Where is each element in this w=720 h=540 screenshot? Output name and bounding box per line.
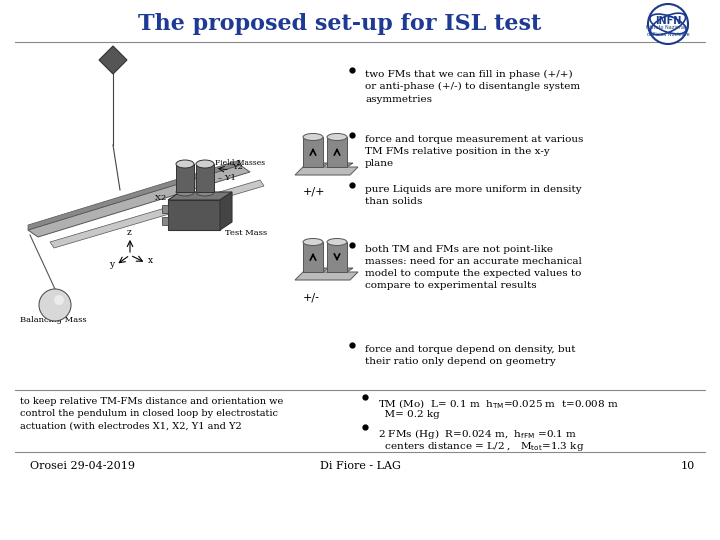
Circle shape (648, 4, 688, 44)
Ellipse shape (303, 133, 323, 140)
Text: 2 FMs (Hg)  R=0.024 m,  h$_{\rm fFM}$ =0.1 m: 2 FMs (Hg) R=0.024 m, h$_{\rm fFM}$ =0.1… (378, 427, 577, 441)
Polygon shape (220, 192, 232, 230)
Ellipse shape (176, 160, 194, 168)
Text: force and torque depend on density, but
their ratio only depend on geometry: force and torque depend on density, but … (365, 345, 575, 366)
Polygon shape (303, 137, 323, 167)
Text: centers distance = L/2 ,   M$_{\rm tot}$=1.3 kg: centers distance = L/2 , M$_{\rm tot}$=1… (378, 440, 585, 453)
Ellipse shape (327, 239, 347, 246)
Polygon shape (162, 205, 168, 213)
Polygon shape (28, 160, 240, 230)
Text: X1: X1 (183, 220, 194, 228)
Polygon shape (28, 165, 250, 237)
Text: force and torque measurement at various
TM FMs relative position in the x-y
plan: force and torque measurement at various … (365, 135, 583, 168)
Text: The proposed set-up for ISL test: The proposed set-up for ISL test (138, 13, 541, 35)
Polygon shape (295, 272, 358, 280)
Ellipse shape (303, 239, 323, 246)
Text: Istituto Nazionale
di Fisica Nucleare: Istituto Nazionale di Fisica Nucleare (647, 25, 690, 37)
Text: TM (Mo)  L= 0.1 m  h$_{\rm TM}$=0.025 m  t=0.008 m: TM (Mo) L= 0.1 m h$_{\rm TM}$=0.025 m t=… (378, 397, 618, 410)
Polygon shape (162, 217, 168, 225)
Polygon shape (295, 167, 358, 175)
Text: both TM and FMs are not point-like
masses: need for an accurate mechanical
model: both TM and FMs are not point-like masse… (365, 245, 582, 291)
Text: +/+: +/+ (303, 187, 325, 197)
Text: y: y (109, 260, 114, 269)
Polygon shape (168, 192, 232, 200)
Text: Y2: Y2 (232, 163, 243, 171)
Polygon shape (176, 164, 194, 192)
Text: X2 –: X2 – (155, 194, 173, 202)
Text: Test Mass: Test Mass (225, 229, 267, 237)
Polygon shape (327, 137, 347, 167)
Polygon shape (327, 163, 353, 167)
Text: 10: 10 (680, 461, 695, 471)
Text: Balancing Mass: Balancing Mass (20, 316, 86, 324)
Ellipse shape (196, 160, 214, 168)
Polygon shape (99, 46, 127, 74)
Text: two FMs that we can fill in phase (+/+)
or anti-phase (+/-) to disentangle syste: two FMs that we can fill in phase (+/+) … (365, 70, 580, 104)
Text: +/-: +/- (303, 292, 320, 302)
Text: pure Liquids are more uniform in density
than solids: pure Liquids are more uniform in density… (365, 185, 582, 206)
Polygon shape (303, 242, 323, 272)
Text: x: x (148, 256, 153, 265)
Text: – Y1: – Y1 (218, 174, 236, 182)
Circle shape (54, 295, 64, 305)
Polygon shape (50, 180, 264, 248)
Text: z: z (127, 228, 131, 237)
Ellipse shape (196, 188, 214, 196)
Circle shape (39, 289, 71, 321)
Text: Orosei 29-04-2019: Orosei 29-04-2019 (30, 461, 135, 471)
Ellipse shape (327, 133, 347, 140)
Polygon shape (196, 164, 214, 192)
Polygon shape (327, 268, 353, 272)
Text: Field Masses: Field Masses (215, 159, 265, 167)
Ellipse shape (176, 188, 194, 196)
Polygon shape (327, 242, 347, 272)
Text: M= 0.2 kg: M= 0.2 kg (378, 410, 440, 419)
Text: Di Fiore - LAG: Di Fiore - LAG (320, 461, 400, 471)
Polygon shape (303, 268, 329, 272)
Text: INFN: INFN (654, 16, 681, 26)
Polygon shape (303, 163, 329, 167)
Polygon shape (168, 200, 220, 230)
Text: to keep relative TM-FMs distance and orientation we
control the pendulum in clos: to keep relative TM-FMs distance and ori… (20, 397, 283, 431)
